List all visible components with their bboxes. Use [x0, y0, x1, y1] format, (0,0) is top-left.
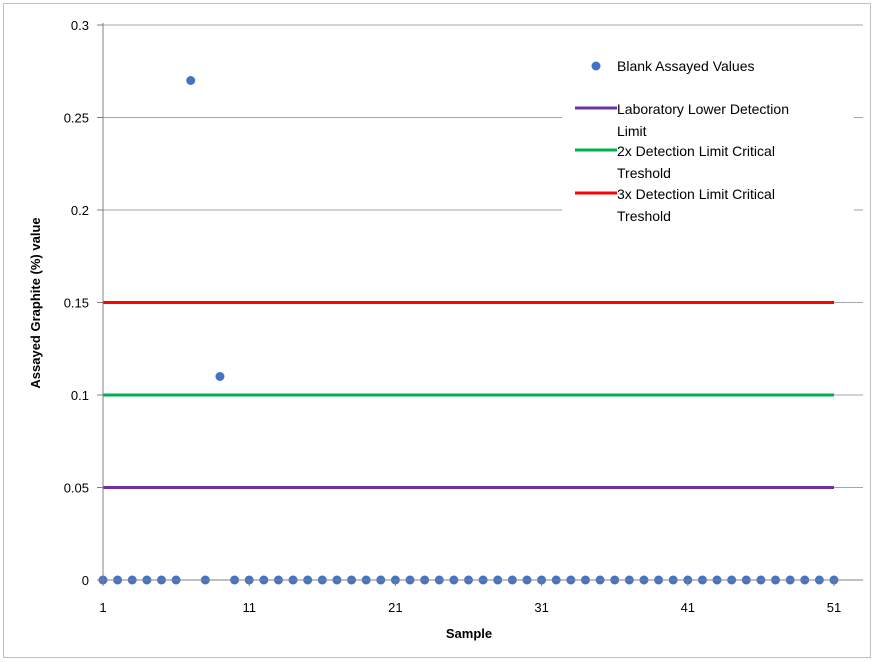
y-tick-label: 0.1 [71, 388, 89, 403]
legend-label-line: Treshold [617, 165, 671, 181]
y-tick-label: 0.3 [71, 18, 89, 33]
x-tick-label: 31 [534, 600, 548, 615]
axes: 00.050.10.150.20.250.31 11 21 31 41 51 [64, 18, 863, 615]
x-tick-label: 21 [388, 600, 402, 615]
legend-label-line: Limit [617, 123, 647, 139]
y-tick-label: 0.05 [64, 481, 89, 496]
data-point [186, 76, 196, 85]
legend-label-line: Laboratory Lower Detection [617, 101, 789, 117]
y-tick-label: 0.2 [71, 203, 89, 218]
legend-label: 2x Detection Limit Critical Treshold [617, 143, 775, 181]
legend-marker [591, 61, 601, 71]
legend-label: Laboratory Lower Detection Limit [617, 101, 789, 139]
legend: Blank Assayed Values Laboratory Lower Det… [562, 48, 854, 234]
data-point [215, 372, 225, 381]
x-tick-label: 51 [827, 600, 841, 615]
y-tick-label: 0.25 [64, 111, 89, 126]
y-tick-label: 0.15 [64, 296, 89, 311]
legend-background [562, 48, 854, 234]
x-tick-label: 11 [242, 600, 256, 615]
legend-label: Blank Assayed Values [617, 58, 755, 74]
legend-label-line: 2x Detection Limit Critical [617, 143, 775, 159]
legend-label: 3x Detection Limit Critical Treshold [617, 186, 775, 224]
y-tick-label: 0 [82, 573, 89, 588]
y-axis-title: Assayed Graphite (%) value [28, 217, 43, 388]
x-tick-label: 41 [681, 600, 695, 615]
legend-label-line: 3x Detection Limit Critical [617, 186, 775, 202]
x-tick-label: 1 [99, 600, 106, 615]
x-axis-title: Sample [446, 626, 492, 641]
legend-label-line: Treshold [617, 208, 671, 224]
legend-label-line: Blank Assayed Values [617, 58, 755, 74]
